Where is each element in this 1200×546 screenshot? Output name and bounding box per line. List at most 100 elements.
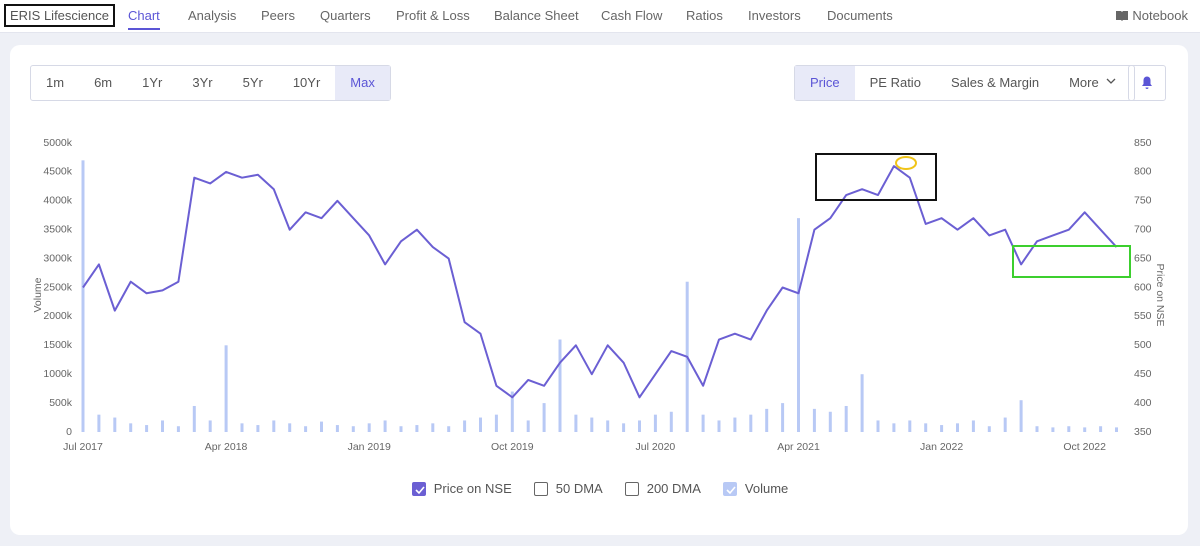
volume-bar (161, 420, 164, 432)
x-tick-label: Oct 2022 (1063, 441, 1106, 453)
volume-bar (733, 417, 737, 432)
check-path (726, 485, 736, 494)
nav-item[interactable]: Ratios (686, 8, 723, 23)
nav-item[interactable]: Profit & Loss (396, 8, 470, 23)
range-button[interactable]: 5Yr (242, 75, 263, 90)
check-path (415, 485, 425, 494)
legend-entry[interactable]: Volume (722, 481, 788, 496)
legend-label: Price on NSE (433, 481, 512, 496)
volume-bar (351, 426, 355, 432)
volume-bar (1099, 426, 1103, 432)
metric-button[interactable]: Price (795, 66, 855, 100)
volume-bar (240, 423, 244, 432)
volume-bar (288, 423, 292, 432)
volume-bar (1035, 426, 1039, 432)
volume-bar (447, 426, 451, 432)
volume-bar (192, 405, 196, 432)
legend-label: 50 DMA (555, 481, 603, 496)
highlight-box (815, 153, 937, 201)
volume-bar (669, 411, 673, 432)
y-tick-label: 500k (49, 397, 73, 409)
volume-bar (129, 423, 133, 432)
x-tick-label: Jan 2022 (920, 441, 963, 453)
volume-bar (971, 420, 975, 432)
x-tick-label: Apr 2018 (205, 441, 248, 453)
legend-entry[interactable]: 50 DMA (533, 481, 603, 496)
nav-item[interactable]: Investors (748, 8, 801, 23)
x-tick-label: Jul 2020 (636, 441, 676, 453)
volume-bar (431, 423, 435, 432)
legend-entry[interactable]: 200 DMA (624, 481, 701, 496)
volume-bar (335, 425, 339, 432)
volume-bar (542, 403, 546, 432)
nav-item[interactable]: Documents (827, 8, 893, 23)
y-tick-label: 3000k (43, 252, 72, 264)
volume-bar (590, 417, 594, 432)
volume-bar (558, 339, 562, 432)
volume-bar (638, 420, 641, 432)
x-tick-label: Apr 2021 (777, 441, 820, 453)
y2-tick-label: 800 (1134, 166, 1152, 178)
highlight-ellipse (895, 156, 917, 170)
notebook-link[interactable]: Notebook (1116, 8, 1188, 23)
volume-bar (860, 374, 864, 432)
range-button[interactable]: 1Yr (142, 75, 163, 90)
price-line (82, 165, 1118, 399)
y2-tick-label: 450 (1134, 368, 1152, 380)
volume-bar (176, 426, 180, 432)
volume-bar (956, 423, 959, 432)
y2-tick-label: 650 (1134, 252, 1152, 264)
volume-bar (701, 414, 705, 432)
range-button[interactable]: Max (335, 66, 390, 100)
volume-bar (1115, 427, 1118, 432)
volume-bar (1051, 427, 1055, 432)
y-tick-label: 4000k (43, 195, 72, 207)
check-icon (726, 485, 736, 494)
highlight-box (1012, 245, 1131, 278)
range-button[interactable]: 10Yr (292, 75, 321, 90)
legend: Price on NSE 50 DMA 200 DMA Volume (0, 481, 1200, 496)
y2-tick-label: 750 (1134, 195, 1152, 207)
metric-button[interactable]: PE Ratio (869, 75, 921, 90)
y2-tick-label: 350 (1134, 426, 1152, 438)
volume-bar (781, 403, 785, 432)
nav-item[interactable]: Cash Flow (601, 8, 663, 23)
brand[interactable]: ERIS Lifescience (4, 4, 115, 27)
volume-bar (494, 414, 498, 432)
nav-item[interactable]: Quarters (320, 8, 371, 23)
nav-item[interactable]: Balance Sheet (494, 8, 579, 23)
nav-item[interactable]: Peers (261, 8, 295, 23)
volume-bar (463, 420, 467, 432)
volume-bar (113, 417, 117, 432)
range-button[interactable]: 6m (94, 75, 113, 90)
volume-bar (844, 405, 848, 432)
range-button[interactable]: 1m (46, 75, 65, 90)
legend-label: 200 DMA (646, 481, 701, 496)
range-button[interactable]: 3Yr (192, 75, 213, 90)
metric-button[interactable]: Sales & Margin (950, 75, 1040, 90)
y-tick-label: 5000k (43, 137, 72, 149)
volume-bar (145, 425, 149, 432)
volume-bar (1067, 426, 1071, 432)
volume-bar (510, 391, 514, 432)
y-axis-title: Volume (32, 277, 44, 312)
volume-bar (574, 414, 578, 432)
checkbox (533, 481, 548, 496)
nav-item[interactable]: Chart (128, 8, 160, 30)
alert-button[interactable] (1128, 65, 1166, 101)
y-tick-label: 1500k (43, 339, 72, 351)
x-tick-label: Oct 2019 (491, 441, 534, 453)
volume-bar (987, 426, 991, 432)
check-icon (415, 485, 425, 494)
chevron (1106, 78, 1116, 84)
volume-bar (415, 425, 419, 432)
volume-bar (908, 420, 912, 432)
nav-item[interactable]: Analysis (188, 8, 237, 23)
y-tick-label: 2000k (43, 310, 72, 322)
y2-tick-label: 700 (1134, 223, 1152, 235)
legend-entry[interactable]: Price on NSE (411, 481, 512, 496)
metric-button[interactable]: More (1054, 66, 1134, 100)
y-tick-label: 0 (66, 426, 72, 438)
volume-bar (622, 423, 626, 432)
bell-icon (1142, 76, 1152, 89)
